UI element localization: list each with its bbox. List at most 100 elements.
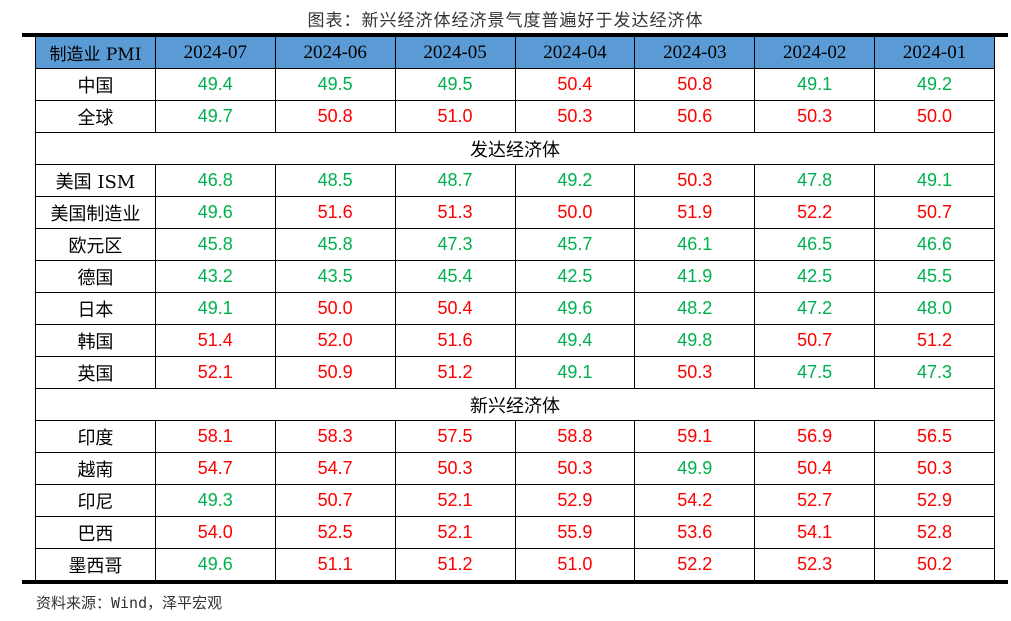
pmi-value: 49.3 [154,484,276,517]
pmi-value: 45.4 [394,260,516,293]
pmi-value: 55.9 [514,516,636,549]
row-label: 印度 [35,420,156,453]
pmi-value: 51.2 [874,324,995,357]
pmi-value: 45.8 [154,228,276,261]
pmi-value: 54.1 [754,516,876,549]
pmi-value: 56.9 [754,420,876,453]
pmi-value: 57.5 [394,420,516,453]
row-label: 美国 ISM [35,164,156,197]
pmi-table: 制造业 PMI 2024-07 2024-06 2024-05 2024-04 2024-… [35,36,995,581]
pmi-value: 41.9 [634,260,756,293]
pmi-value: 52.7 [754,484,876,517]
pmi-value: 51.1 [274,548,396,581]
section-title: 新兴经济体 [35,388,995,421]
pmi-value: 45.7 [514,228,636,261]
table-row: 中国 49.4 49.5 49.5 50.4 50.8 49.1 49.2 [35,68,995,101]
row-label: 英国 [35,356,156,389]
pmi-value: 52.2 [634,548,756,581]
header-row: 制造业 PMI 2024-07 2024-06 2024-05 2024-04 2024-… [35,36,995,69]
table-row: 全球 49.7 50.8 51.0 50.3 50.6 50.3 50.0 [35,100,995,133]
table-row: 印度 58.1 58.3 57.5 58.8 59.1 56.9 56.5 [35,420,995,453]
pmi-value: 52.1 [154,356,276,389]
pmi-value: 54.2 [634,484,756,517]
pmi-value: 46.8 [154,164,276,197]
pmi-value: 50.2 [874,548,995,581]
table-row: 印尼 49.3 50.7 52.1 52.9 54.2 52.7 52.9 [35,484,995,517]
pmi-value: 50.0 [514,196,636,229]
header-period: 2024-07 [154,36,276,69]
table-row: 美国制造业 49.6 51.6 51.3 50.0 51.9 52.2 50.7 [35,196,995,229]
pmi-value: 49.9 [634,452,756,485]
pmi-value: 51.9 [634,196,756,229]
header-period: 2024-01 [874,36,995,69]
pmi-value: 50.0 [274,292,396,325]
pmi-value: 52.8 [874,516,995,549]
pmi-value: 51.6 [274,196,396,229]
pmi-value: 50.9 [274,356,396,389]
pmi-value: 50.3 [634,164,756,197]
row-label: 美国制造业 [35,196,156,229]
pmi-value: 46.6 [874,228,995,261]
pmi-value: 50.3 [754,100,876,133]
pmi-value: 48.0 [874,292,995,325]
pmi-value: 51.0 [514,548,636,581]
pmi-value: 43.5 [274,260,396,293]
header-label: 制造业 PMI [35,36,156,69]
pmi-value: 47.3 [394,228,516,261]
pmi-value: 52.1 [394,516,516,549]
table-row: 越南 54.7 54.7 50.3 50.3 49.9 50.4 50.3 [35,452,995,485]
pmi-value: 45.8 [274,228,396,261]
pmi-value: 48.7 [394,164,516,197]
pmi-value: 52.1 [394,484,516,517]
pmi-value: 43.2 [154,260,276,293]
pmi-value: 50.3 [634,356,756,389]
pmi-value: 51.6 [394,324,516,357]
pmi-value: 50.4 [754,452,876,485]
pmi-value: 50.3 [874,452,995,485]
row-label: 中国 [35,68,156,101]
pmi-value: 46.5 [754,228,876,261]
pmi-value: 52.3 [754,548,876,581]
pmi-value: 58.3 [274,420,396,453]
pmi-value: 48.2 [634,292,756,325]
pmi-value: 53.6 [634,516,756,549]
pmi-value: 49.2 [874,68,995,101]
figure-title: 图表：新兴经济体经济景气度普遍好于发达经济体 [307,11,704,31]
pmi-value: 49.7 [154,100,276,133]
pmi-value: 51.0 [394,100,516,133]
pmi-value: 49.1 [514,356,636,389]
pmi-value: 58.8 [514,420,636,453]
pmi-value: 50.0 [874,100,995,133]
pmi-value: 52.2 [754,196,876,229]
row-label: 全球 [35,100,156,133]
pmi-value: 50.4 [394,292,516,325]
pmi-value: 58.1 [154,420,276,453]
row-label: 韩国 [35,324,156,357]
pmi-value: 50.7 [874,196,995,229]
pmi-value: 56.5 [874,420,995,453]
pmi-value: 45.5 [874,260,995,293]
pmi-value: 47.5 [754,356,876,389]
header-period: 2024-02 [754,36,876,69]
pmi-value: 50.8 [634,68,756,101]
pmi-value: 51.2 [394,356,516,389]
table-row: 日本 49.1 50.0 50.4 49.6 48.2 47.2 48.0 [35,292,995,325]
pmi-value: 50.6 [634,100,756,133]
pmi-value: 46.1 [634,228,756,261]
pmi-value: 54.7 [274,452,396,485]
pmi-value: 59.1 [634,420,756,453]
pmi-value: 51.3 [394,196,516,229]
pmi-value: 52.9 [514,484,636,517]
pmi-value: 47.8 [754,164,876,197]
pmi-value: 50.3 [514,100,636,133]
pmi-value: 52.5 [274,516,396,549]
pmi-value: 49.6 [154,196,276,229]
section-title: 发达经济体 [35,132,995,165]
pmi-value: 49.1 [754,68,876,101]
row-label: 越南 [35,452,156,485]
table-row: 英国 52.1 50.9 51.2 49.1 50.3 47.5 47.3 [35,356,995,389]
pmi-value: 50.8 [274,100,396,133]
table-row: 欧元区 45.8 45.8 47.3 45.7 46.1 46.5 46.6 [35,228,995,261]
table-row: 韩国 51.4 52.0 51.6 49.4 49.8 50.7 51.2 [35,324,995,357]
source-note: 资料来源：Wind，泽平宏观 [36,594,223,612]
